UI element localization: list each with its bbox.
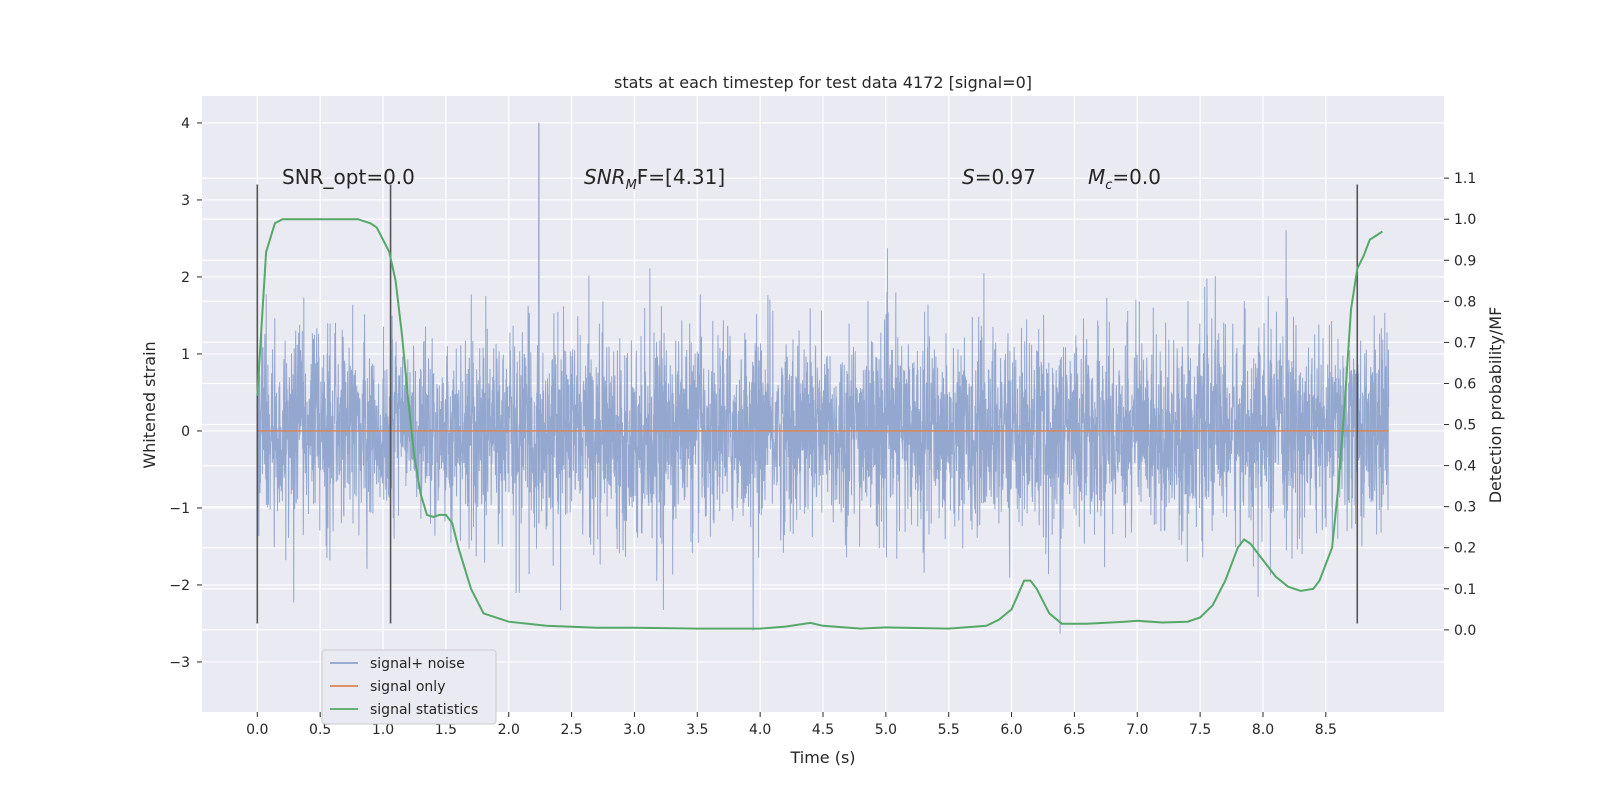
y-left-tick-label: 1 — [181, 347, 190, 363]
annotation-s: S=0.97 — [962, 165, 1036, 189]
x-tick-label: 3.0 — [623, 722, 645, 738]
y-left-tick-label: 2 — [181, 270, 190, 286]
y-right-tick-label: 0.7 — [1454, 335, 1476, 351]
x-tick-label: 5.0 — [875, 722, 897, 738]
y-axis-left-label: Whitened strain — [140, 341, 159, 468]
y-right-tick-label: 0.2 — [1454, 541, 1476, 557]
x-tick-label: 2.5 — [560, 722, 582, 738]
x-tick-label: 4.0 — [749, 722, 771, 738]
x-tick-label: 8.5 — [1315, 722, 1337, 738]
legend: signal+ noise signal only signal statist… — [321, 649, 497, 725]
annotation-snr-mf-main: SNR — [584, 165, 626, 189]
y-left-tick-label: −1 — [169, 501, 190, 517]
x-tick-label: 6.5 — [1063, 722, 1085, 738]
chart-title: stats at each timestep for test data 417… — [614, 73, 1032, 92]
annotation-mc-rest: =0.0 — [1112, 165, 1161, 189]
annotation-snr-opt: SNR_opt=0.0 — [282, 165, 415, 189]
legend-label-signal: signal only — [370, 679, 445, 695]
x-tick-label: 3.5 — [686, 722, 708, 738]
annotation-snr-mf: SNRMF=[4.31] — [584, 165, 725, 193]
y-right-tick-label: 1.0 — [1454, 212, 1476, 228]
y-left-tick-label: 0 — [181, 424, 190, 440]
annotation-snr-mf-sub: M — [626, 178, 637, 193]
y-left-tick-label: −2 — [169, 578, 190, 594]
x-tick-label: 1.5 — [435, 722, 457, 738]
annotation-mc-sub: c — [1105, 178, 1112, 193]
statistics-line — [256, 218, 1383, 630]
x-tick-label: 5.5 — [938, 722, 960, 738]
annotation-s-rest: =0.97 — [975, 165, 1036, 189]
x-tick-label: 0.0 — [246, 722, 268, 738]
y-left-tick-label: 4 — [181, 116, 190, 132]
x-axis-label: Time (s) — [789, 748, 855, 767]
x-tick-label: 1.0 — [372, 722, 394, 738]
x-tick-label: 4.5 — [812, 722, 834, 738]
x-tick-label: 7.0 — [1126, 722, 1148, 738]
annotation-mc: Mc=0.0 — [1088, 165, 1161, 193]
noise-line — [256, 122, 1390, 634]
y-left-tick-label: 3 — [181, 193, 190, 209]
x-tick-label: 6.0 — [1000, 722, 1022, 738]
y-left-tick-label: −3 — [169, 655, 190, 671]
y-right-tick-label: 0.3 — [1454, 500, 1476, 516]
x-tick-label: 7.5 — [1189, 722, 1211, 738]
y-right-tick-label: 0.9 — [1454, 253, 1476, 269]
legend-label-stats: signal statistics — [370, 702, 478, 718]
signal-plus-noise-trace — [256, 122, 1390, 634]
signal-statistics-trace — [256, 218, 1383, 630]
legend-box — [321, 649, 497, 725]
annotation-s-main: S — [962, 165, 975, 189]
x-tick-label: 0.5 — [309, 722, 331, 738]
annotation-snr-mf-rest: F=[4.31] — [637, 165, 725, 189]
y-right-tick-label: 1.1 — [1454, 171, 1476, 187]
y-right-tick-label: 0.6 — [1454, 376, 1476, 392]
y-right-tick-label: 0.5 — [1454, 418, 1476, 434]
axis-ticks: 0.0 0.5 1.0 1.5 2.0 2.5 3.0 3.5 4.0 4.5 5.0 5.5 6.0 6… — [169, 116, 1476, 738]
legend-label-noise: signal+ noise — [370, 656, 465, 672]
y-right-tick-label: 0.0 — [1454, 623, 1476, 639]
annotation-mc-main: M — [1088, 165, 1105, 189]
x-tick-label: 2.0 — [498, 722, 520, 738]
x-tick-label: 8.0 — [1252, 722, 1274, 738]
y-right-tick-label: 0.4 — [1454, 459, 1476, 475]
y-right-tick-label: 0.1 — [1454, 582, 1476, 598]
y-right-tick-label: 0.8 — [1454, 294, 1476, 310]
y-axis-right-label: Detection probability/MF — [1486, 307, 1505, 504]
